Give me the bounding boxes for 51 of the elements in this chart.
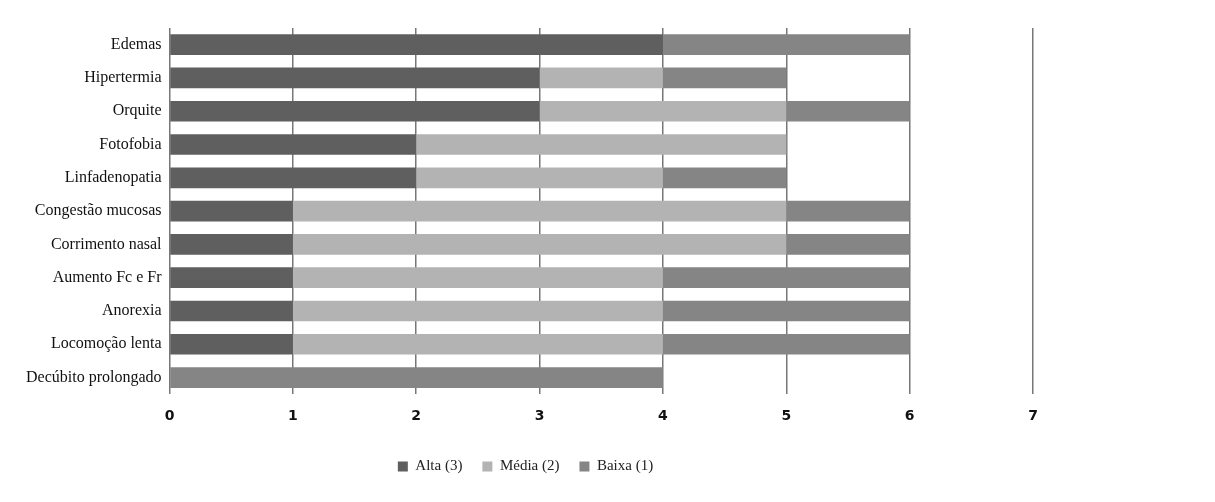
y-tick-label: Corrimento nasal bbox=[50, 234, 163, 252]
bar bbox=[292, 300, 663, 322]
legend-label: Alta (3) bbox=[415, 457, 463, 475]
y-tick-label: Hipertermia bbox=[84, 68, 162, 87]
x-tick-label: 1 bbox=[288, 407, 298, 424]
bar bbox=[170, 300, 293, 322]
bar bbox=[170, 100, 540, 122]
bar bbox=[292, 333, 663, 355]
y-tick-label: Orquite bbox=[112, 101, 162, 120]
bar bbox=[662, 267, 910, 288]
y-tick-label: Edemas bbox=[110, 34, 162, 52]
x-tick-label: 2 bbox=[411, 407, 422, 424]
x-tick-label: 4 bbox=[658, 407, 669, 424]
bar bbox=[170, 267, 293, 288]
y-tick-label: Decúbito prolongado bbox=[25, 367, 162, 386]
bar bbox=[662, 333, 910, 355]
bar bbox=[170, 134, 417, 155]
legend-label: Média (2) bbox=[499, 457, 560, 475]
bar bbox=[662, 167, 787, 189]
x-tick-label: 3 bbox=[534, 407, 545, 424]
y-tick-label: Aumento Fc e Fr bbox=[52, 267, 163, 285]
bar bbox=[170, 234, 293, 255]
x-tick-label: 0 bbox=[164, 407, 175, 424]
bar bbox=[662, 300, 910, 322]
y-tick-label: Fotofobia bbox=[99, 134, 162, 152]
y-tick-label: Anorexia bbox=[101, 301, 162, 319]
y-tick-label: Congestão mucosas bbox=[34, 201, 162, 220]
bar bbox=[170, 333, 293, 355]
bar bbox=[416, 167, 663, 189]
bar bbox=[416, 134, 787, 155]
bar bbox=[292, 234, 787, 255]
x-tick-label: 7 bbox=[1028, 407, 1038, 424]
bar bbox=[662, 67, 787, 89]
bar bbox=[539, 100, 787, 122]
bar bbox=[292, 267, 663, 288]
bar bbox=[539, 67, 663, 89]
bar bbox=[786, 200, 910, 222]
bar bbox=[170, 67, 540, 89]
y-tick-label: Linfadenopatia bbox=[64, 168, 162, 187]
bar bbox=[786, 100, 910, 122]
legend-label: Baixa (1) bbox=[596, 457, 654, 475]
bar bbox=[170, 167, 417, 189]
bar bbox=[786, 234, 910, 255]
bar bbox=[662, 34, 910, 55]
bar bbox=[170, 367, 663, 388]
x-tick-label: 5 bbox=[781, 407, 792, 424]
bar bbox=[292, 200, 787, 222]
x-tick-label: 6 bbox=[904, 407, 915, 424]
bar bbox=[170, 200, 293, 222]
bar bbox=[170, 34, 663, 55]
y-tick-label: Locomoção lenta bbox=[50, 334, 162, 353]
